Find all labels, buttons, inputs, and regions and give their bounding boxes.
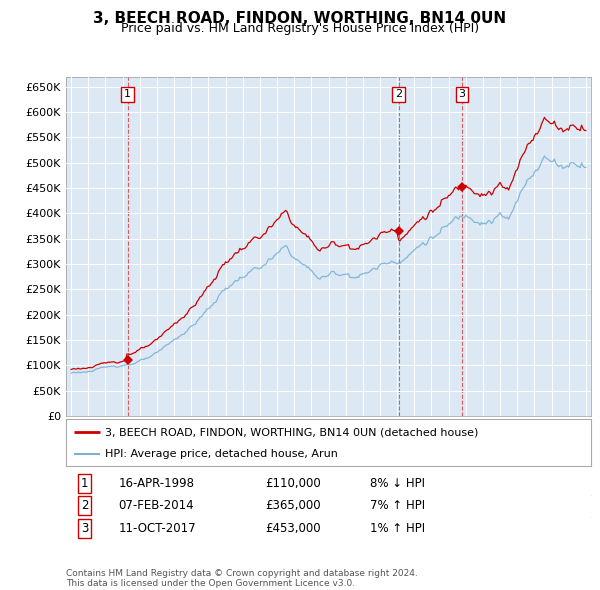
Text: Price paid vs. HM Land Registry's House Price Index (HPI): Price paid vs. HM Land Registry's House … (121, 22, 479, 35)
Text: 2: 2 (395, 90, 402, 100)
Text: This data is licensed under the Open Government Licence v3.0.: This data is licensed under the Open Gov… (66, 579, 355, 588)
Text: 11-OCT-2017: 11-OCT-2017 (119, 522, 196, 535)
Text: 2: 2 (80, 499, 88, 513)
Text: £110,000: £110,000 (265, 477, 321, 490)
Text: £453,000: £453,000 (265, 522, 321, 535)
Text: 8% ↓ HPI: 8% ↓ HPI (371, 477, 425, 490)
Text: 7% ↑ HPI: 7% ↑ HPI (371, 499, 425, 513)
Text: 1: 1 (124, 90, 131, 100)
Text: £365,000: £365,000 (265, 499, 321, 513)
Text: 07-FEB-2014: 07-FEB-2014 (119, 499, 194, 513)
Text: 3: 3 (458, 90, 466, 100)
Text: HPI: Average price, detached house, Arun: HPI: Average price, detached house, Arun (106, 450, 338, 459)
Text: Contains HM Land Registry data © Crown copyright and database right 2024.: Contains HM Land Registry data © Crown c… (66, 569, 418, 578)
Text: 3, BEECH ROAD, FINDON, WORTHING, BN14 0UN: 3, BEECH ROAD, FINDON, WORTHING, BN14 0U… (94, 11, 506, 25)
Text: 3, BEECH ROAD, FINDON, WORTHING, BN14 0UN (detached house): 3, BEECH ROAD, FINDON, WORTHING, BN14 0U… (106, 427, 479, 437)
Text: 1: 1 (80, 477, 88, 490)
Text: 16-APR-1998: 16-APR-1998 (119, 477, 194, 490)
Text: 3: 3 (80, 522, 88, 535)
Text: 1% ↑ HPI: 1% ↑ HPI (371, 522, 425, 535)
